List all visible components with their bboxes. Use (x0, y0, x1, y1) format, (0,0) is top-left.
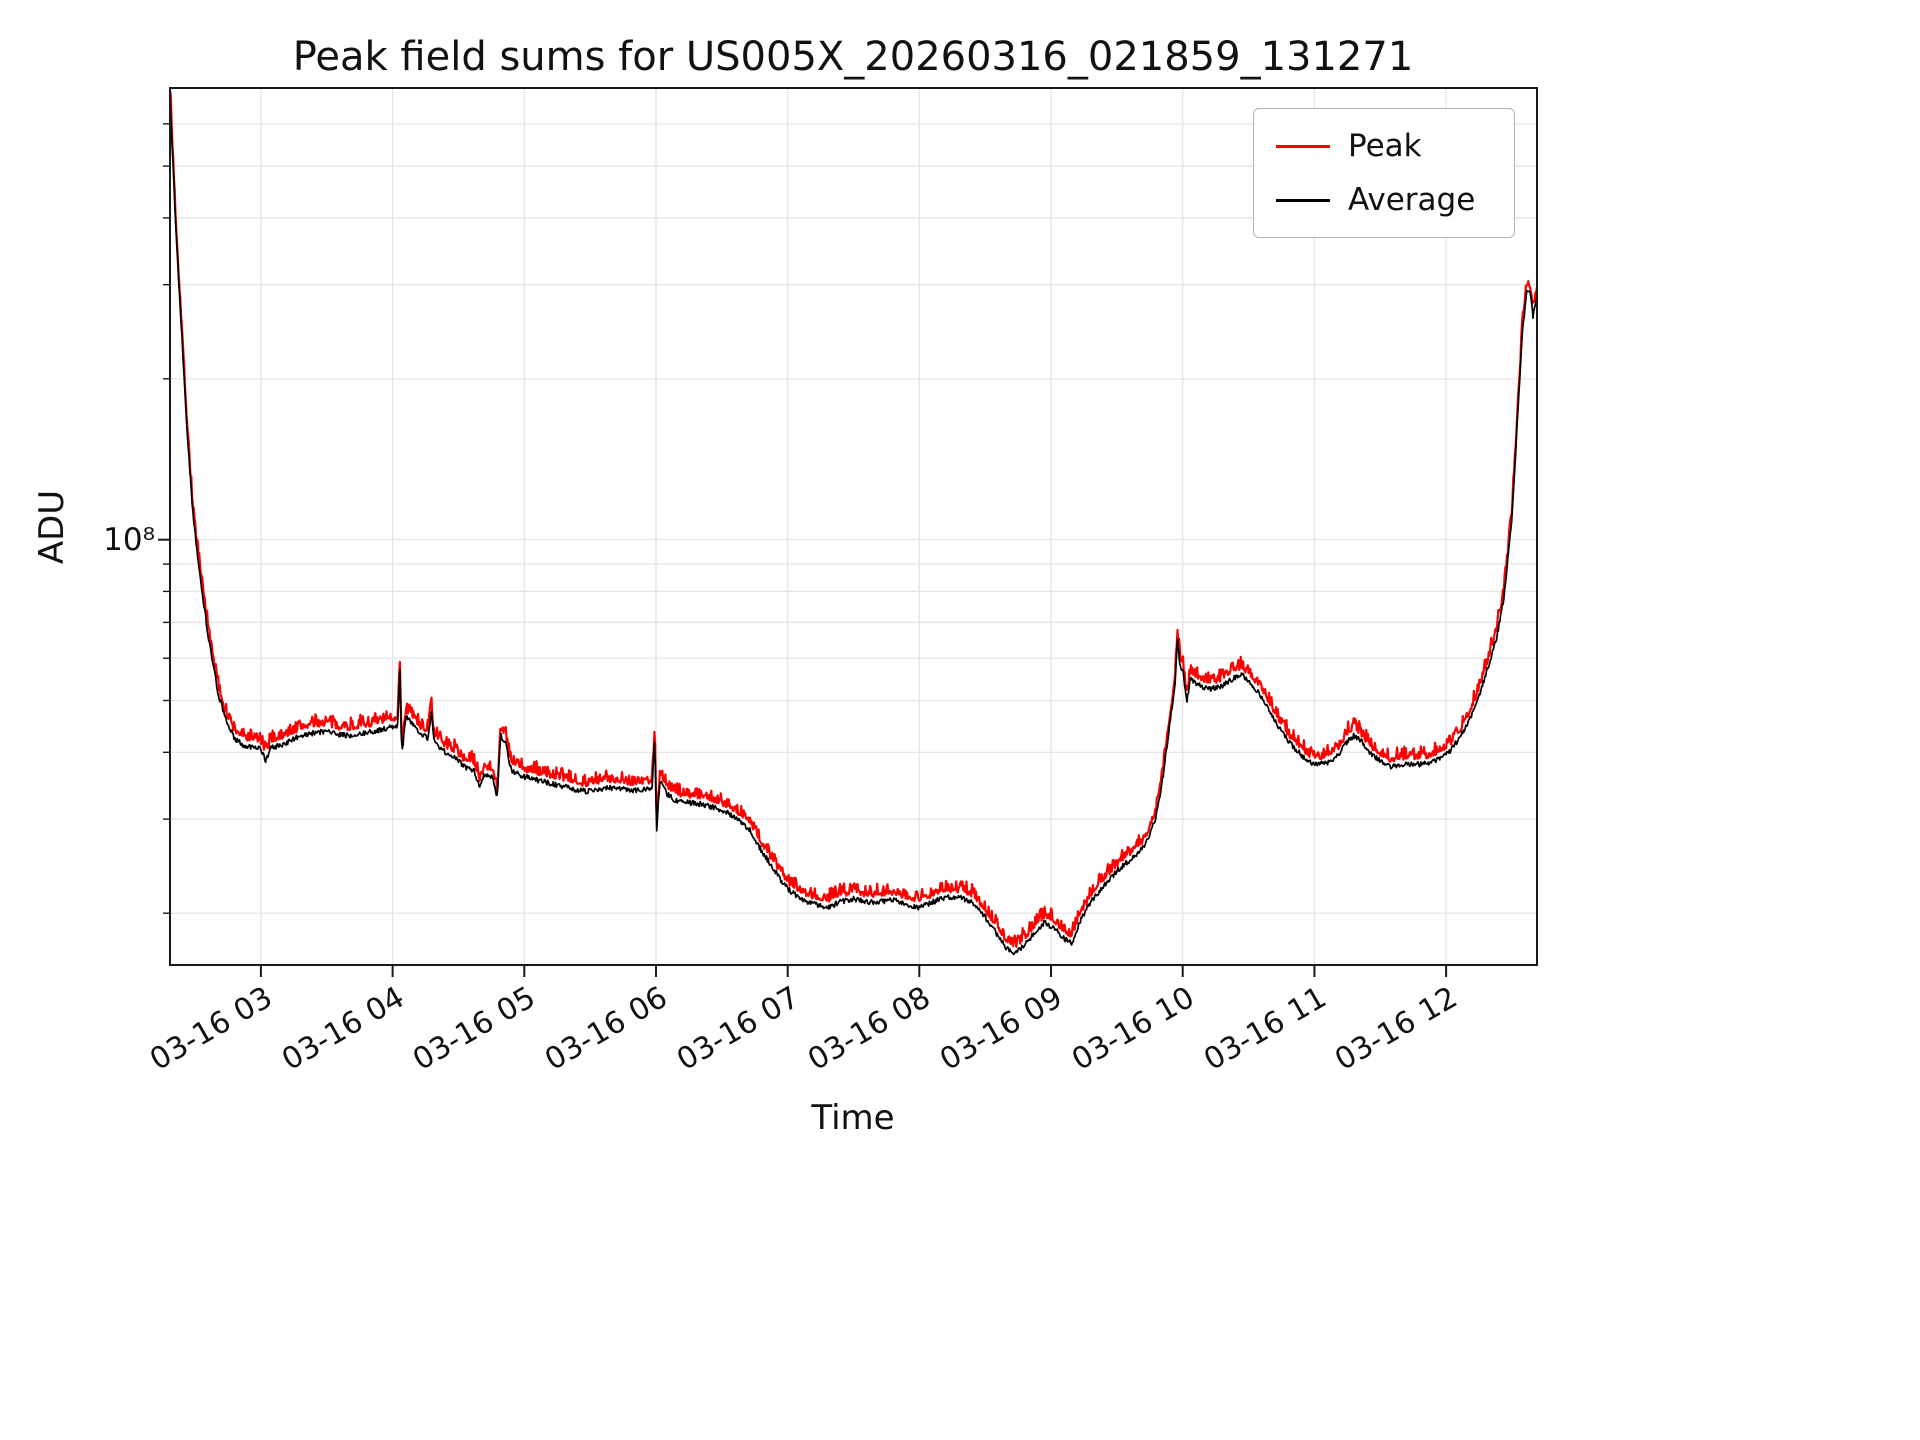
chart-title: Peak field sums for US005X_20260316_0218… (292, 34, 1414, 80)
x-axis-label: Time (811, 1098, 895, 1138)
legend-label-peak: Peak (1348, 128, 1422, 164)
legend-label-average: Average (1348, 182, 1476, 218)
y-tick-label: 10⁸ (103, 521, 155, 558)
average-line-sample (1276, 198, 1330, 202)
legend-item-peak: Peak (1254, 119, 1514, 173)
peak-line-sample (1276, 144, 1330, 148)
legend: Peak Average (1253, 108, 1515, 238)
legend-item-average: Average (1254, 173, 1514, 227)
average-line (169, 95, 1538, 956)
